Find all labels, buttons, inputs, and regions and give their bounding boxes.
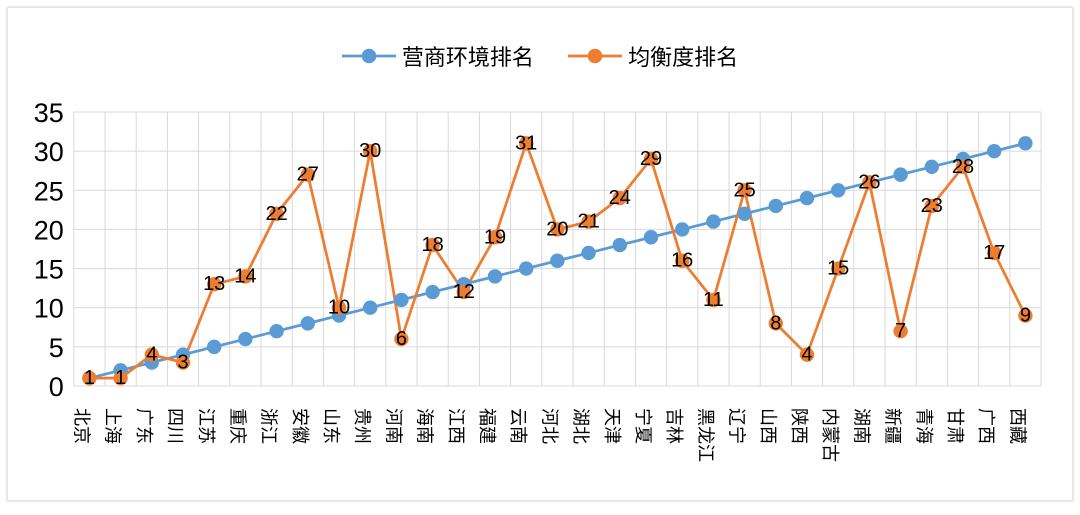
svg-text:10: 10	[34, 294, 64, 324]
svg-text:12: 12	[453, 281, 475, 303]
svg-text:江西: 江西	[446, 408, 466, 444]
svg-text:9: 9	[1020, 305, 1031, 327]
svg-text:25: 25	[34, 176, 64, 206]
svg-text:21: 21	[577, 211, 599, 233]
svg-text:20: 20	[546, 218, 568, 240]
svg-text:7: 7	[895, 320, 906, 342]
svg-text:23: 23	[921, 195, 943, 217]
svg-text:贵州: 贵州	[352, 408, 372, 444]
svg-text:陕西: 陕西	[789, 408, 809, 444]
svg-text:17: 17	[983, 242, 1005, 264]
svg-text:云南: 云南	[508, 408, 528, 444]
svg-text:10: 10	[328, 297, 350, 319]
svg-text:江苏: 江苏	[196, 408, 216, 444]
svg-text:30: 30	[359, 140, 381, 162]
svg-text:20: 20	[34, 215, 64, 245]
svg-text:16: 16	[671, 250, 693, 272]
svg-text:5: 5	[49, 333, 64, 363]
svg-text:甘肃: 甘肃	[945, 408, 965, 444]
svg-text:18: 18	[421, 234, 443, 256]
svg-text:1: 1	[115, 367, 126, 389]
svg-text:浙江: 浙江	[259, 408, 279, 444]
svg-text:8: 8	[770, 312, 781, 334]
svg-text:湖南: 湖南	[851, 408, 871, 444]
svg-text:山西: 山西	[758, 408, 778, 444]
svg-text:4: 4	[801, 344, 812, 366]
svg-text:宁夏: 宁夏	[633, 408, 653, 444]
svg-text:吉林: 吉林	[664, 408, 684, 444]
svg-text:湖北: 湖北	[571, 408, 591, 444]
svg-text:26: 26	[858, 171, 880, 193]
svg-text:青海: 青海	[914, 408, 934, 444]
svg-text:重庆: 重庆	[227, 408, 247, 444]
svg-text:28: 28	[952, 156, 974, 178]
svg-text:29: 29	[640, 148, 662, 170]
svg-text:27: 27	[297, 164, 319, 186]
svg-text:35: 35	[34, 98, 64, 128]
svg-text:4: 4	[146, 344, 157, 366]
svg-text:上海: 上海	[103, 408, 123, 444]
svg-text:22: 22	[265, 203, 287, 225]
svg-text:新疆: 新疆	[883, 408, 903, 444]
svg-text:黑龙江: 黑龙江	[695, 408, 715, 462]
svg-text:15: 15	[34, 255, 64, 285]
svg-text:河北: 河北	[539, 408, 559, 444]
svg-text:海南: 海南	[415, 408, 435, 444]
svg-text:福建: 福建	[477, 408, 497, 444]
svg-text:四川: 四川	[165, 408, 185, 444]
svg-text:3: 3	[177, 352, 188, 374]
svg-text:广西: 广西	[976, 408, 996, 444]
svg-text:13: 13	[203, 273, 225, 295]
svg-text:24: 24	[609, 187, 631, 209]
svg-text:西藏: 西藏	[1007, 408, 1027, 444]
svg-text:河南: 河南	[383, 408, 403, 444]
svg-text:北京: 北京	[71, 408, 91, 444]
svg-text:0: 0	[49, 372, 64, 402]
svg-text:山东: 山东	[321, 408, 341, 444]
svg-text:15: 15	[827, 258, 849, 280]
svg-text:30: 30	[34, 137, 64, 167]
svg-text:31: 31	[515, 132, 537, 154]
svg-text:天津: 天津	[602, 408, 622, 444]
svg-text:6: 6	[396, 328, 407, 350]
svg-text:内蒙古: 内蒙古	[820, 408, 840, 462]
svg-text:广东: 广东	[134, 408, 154, 444]
svg-text:19: 19	[484, 226, 506, 248]
svg-text:辽宁: 辽宁	[727, 408, 747, 444]
svg-text:1: 1	[84, 367, 95, 389]
svg-text:11: 11	[703, 289, 724, 311]
svg-text:安徽: 安徽	[290, 408, 310, 444]
svg-text:25: 25	[733, 179, 755, 201]
svg-text:14: 14	[234, 265, 256, 287]
